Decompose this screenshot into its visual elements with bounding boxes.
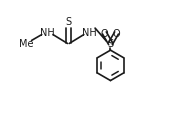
- Text: O: O: [101, 28, 108, 38]
- Text: NH: NH: [82, 27, 97, 37]
- Text: Me: Me: [19, 39, 33, 49]
- Text: S: S: [107, 39, 114, 49]
- Text: NH: NH: [40, 27, 55, 37]
- Text: S: S: [65, 17, 71, 27]
- Text: O: O: [113, 28, 120, 38]
